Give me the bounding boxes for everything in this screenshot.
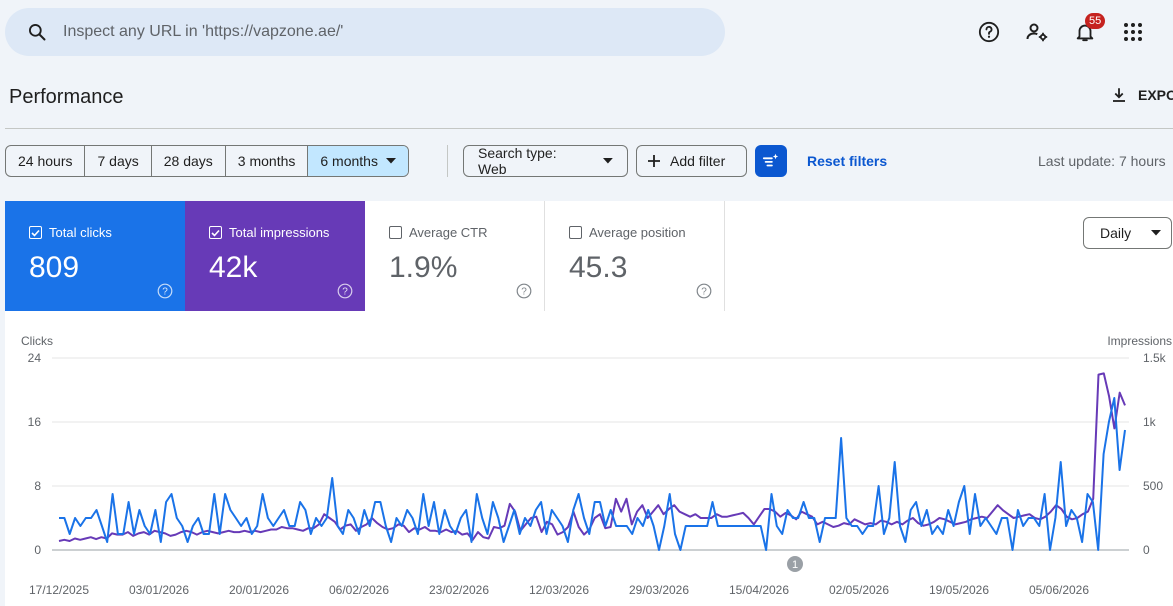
y-right-tick-label: 0 — [1143, 543, 1150, 557]
y-left-axis-label: Clicks — [21, 334, 53, 348]
checkbox-checked-icon[interactable] — [209, 226, 222, 239]
annotation-marker[interactable] — [787, 556, 803, 572]
x-tick-label: 29/03/2026 — [629, 583, 689, 597]
range-28-days[interactable]: 28 days — [152, 146, 226, 176]
y-right-tick-label: 1.5k — [1143, 351, 1167, 365]
help-icon[interactable]: ? — [337, 283, 353, 299]
help-icon[interactable]: ? — [157, 283, 173, 299]
chart-svg: 0 8 16 24 0 500 1k 1.5k Clicks Impressions 17/12/2… — [21, 334, 1172, 597]
export-button[interactable]: EXPO — [1110, 86, 1173, 104]
y-right-tick-label: 500 — [1143, 479, 1163, 493]
series-line-clicks — [59, 397, 1126, 551]
search-icon — [29, 24, 46, 41]
metric-label: Total impressions — [229, 225, 330, 240]
x-tick-label: 02/05/2026 — [829, 583, 889, 597]
filter-separator — [447, 145, 448, 177]
metric-value: 45.3 — [569, 251, 628, 284]
download-icon — [1113, 88, 1125, 102]
x-tick-label: 06/02/2026 — [329, 583, 389, 597]
metric-value: 809 — [29, 251, 80, 284]
smart-filter-button[interactable] — [755, 145, 787, 177]
svg-text:?: ? — [342, 287, 348, 298]
metric-label: Average CTR — [409, 225, 488, 240]
plus-icon — [648, 155, 660, 167]
metric-card-average-ctr[interactable]: Average CTR 1.9% ? — [365, 201, 545, 311]
svg-text:?: ? — [521, 287, 527, 298]
y-left-tick-label: 24 — [28, 351, 42, 365]
metric-card-average-position[interactable]: Average position 45.3 ? — [545, 201, 725, 311]
x-tick-label: 20/01/2026 — [229, 583, 289, 597]
add-filter-button[interactable]: Add filter — [636, 145, 747, 177]
help-icon[interactable]: ? — [696, 283, 712, 299]
range-6-months[interactable]: 6 months — [308, 146, 408, 176]
range-7-days[interactable]: 7 days — [85, 146, 152, 176]
range-3-months[interactable]: 3 months — [226, 146, 309, 176]
divider — [5, 128, 1173, 129]
svg-text:?: ? — [701, 287, 707, 298]
x-tick-label: 17/12/2025 — [29, 583, 89, 597]
export-label: EXPO — [1138, 87, 1173, 103]
range-24-hours[interactable]: 24 hours — [6, 146, 86, 176]
y-right-axis-label: Impressions — [1107, 334, 1172, 348]
notifications-icon[interactable]: 55 — [1069, 13, 1106, 48]
y-left-tick-label: 8 — [34, 479, 41, 493]
caret-down-icon — [1151, 230, 1161, 236]
metric-value: 1.9% — [389, 251, 458, 284]
x-tick-label: 05/06/2026 — [1029, 583, 1089, 597]
x-tick-label: 12/03/2026 — [529, 583, 589, 597]
notification-badge: 55 — [1085, 13, 1106, 29]
search-type-filter[interactable]: Search type: Web — [463, 145, 628, 177]
svg-text:?: ? — [162, 287, 168, 298]
help-icon[interactable] — [973, 16, 1005, 48]
performance-chart: 0 8 16 24 0 500 1k 1.5k Clicks Impressions 17/12/2… — [5, 311, 1173, 606]
x-tick-label: 03/01/2026 — [129, 583, 189, 597]
granularity-select[interactable]: Daily — [1083, 217, 1172, 249]
x-tick-label: 19/05/2026 — [929, 583, 989, 597]
granularity-label: Daily — [1100, 225, 1132, 241]
caret-down-icon — [385, 158, 396, 164]
checkbox-unchecked-icon[interactable] — [389, 226, 402, 239]
apps-grid-icon[interactable] — [1117, 16, 1149, 48]
y-right-tick-label: 1k — [1143, 415, 1157, 429]
metric-value: 42k — [209, 251, 258, 284]
checkbox-checked-icon[interactable] — [29, 226, 42, 239]
manage-users-icon[interactable] — [1021, 16, 1053, 48]
x-tick-label: 15/04/2026 — [729, 583, 789, 597]
date-range-selector: 24 hours 7 days 28 days 3 months 6 month… — [5, 145, 409, 177]
metric-card-total-impressions[interactable]: Total impressions 42k ? — [185, 201, 365, 311]
checkbox-unchecked-icon[interactable] — [569, 226, 582, 239]
y-left-tick-label: 0 — [34, 543, 41, 557]
help-icon[interactable]: ? — [516, 283, 532, 299]
y-left-tick-label: 16 — [28, 415, 42, 429]
metric-label: Average position — [589, 225, 686, 240]
metric-card-total-clicks[interactable]: Total clicks 809 ? — [5, 201, 185, 311]
reset-filters-link[interactable]: Reset filters — [807, 153, 888, 169]
range-6-months-label: 6 months — [320, 153, 378, 169]
metric-label: Total clicks — [49, 225, 112, 240]
caret-down-icon — [603, 158, 613, 164]
url-inspect-search[interactable]: Inspect any URL in 'https://vapzone.ae/' — [5, 8, 725, 56]
header-actions: 55 — [973, 13, 1173, 48]
page-title: Performance — [9, 86, 124, 108]
filter-sparkle-icon — [762, 153, 779, 167]
add-filter-label: Add filter — [670, 153, 726, 169]
search-input[interactable]: Inspect any URL in 'https://vapzone.ae/' — [63, 23, 344, 40]
annotation-label: 1 — [792, 559, 798, 571]
search-type-label: Search type: Web — [478, 145, 557, 177]
last-update-text: Last update: 7 hours — [1038, 153, 1166, 169]
x-tick-label: 23/02/2026 — [429, 583, 489, 597]
